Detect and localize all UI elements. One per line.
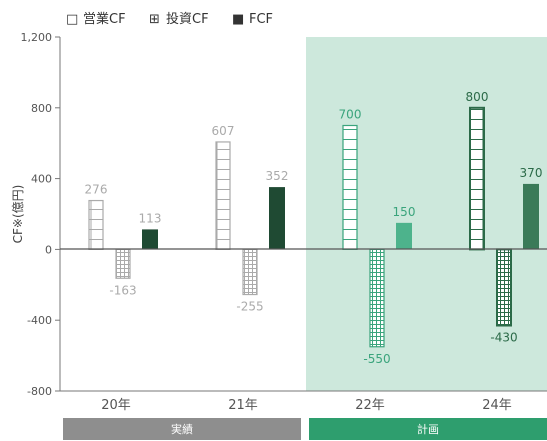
bar-投資CF-20年 bbox=[115, 248, 131, 279]
y-axis-ticks: 1,200 800 400 0 -400 -800 bbox=[21, 31, 60, 398]
bar-投資CF-22年 bbox=[369, 248, 385, 348]
chart-legend: □ 営業CF ⊞ 投資CF ■ FCF bbox=[66, 11, 273, 27]
value-label: 113 bbox=[139, 211, 162, 225]
period-band-label: 実績 bbox=[171, 422, 193, 436]
value-label: 150 bbox=[393, 205, 416, 219]
bar-FCF-22年 bbox=[396, 222, 412, 250]
bar-営業CF-21年 bbox=[215, 141, 231, 251]
value-label: 352 bbox=[266, 169, 289, 183]
value-label: 800 bbox=[466, 90, 489, 104]
legend-marker-icon: □ bbox=[66, 12, 78, 27]
value-labels-layer: 276 607 700 800 -163 -255 -550 -430 113 352 150 370 bbox=[85, 90, 543, 366]
bar-投資CF-24年 bbox=[496, 248, 512, 327]
y-tick-label: 400 bbox=[31, 173, 52, 186]
value-label: 700 bbox=[339, 108, 362, 122]
bar-FCF-21年 bbox=[269, 187, 285, 250]
value-label: 607 bbox=[212, 124, 235, 138]
x-category-label: 20年 bbox=[101, 398, 131, 413]
bar-営業CF-20年 bbox=[88, 199, 104, 251]
legend-label: FCF bbox=[249, 12, 273, 27]
period-band bbox=[63, 418, 301, 440]
y-tick-label: 0 bbox=[45, 243, 52, 256]
period-band-label: 計画 bbox=[417, 422, 439, 436]
bar-投資CF-21年 bbox=[242, 248, 258, 296]
y-tick-label: 1,200 bbox=[21, 31, 53, 44]
value-label: -430 bbox=[490, 331, 517, 345]
legend-label: 営業CF bbox=[83, 11, 126, 27]
legend-item: □ 営業CF bbox=[66, 11, 126, 27]
y-tick-label: -400 bbox=[27, 314, 52, 327]
legend-item: ■ FCF bbox=[232, 12, 273, 27]
x-axis-categories: 20年 21年 22年 24年 bbox=[101, 398, 512, 413]
period-band bbox=[309, 418, 547, 440]
x-category-label: 24年 bbox=[482, 398, 512, 413]
value-label: 276 bbox=[85, 183, 108, 197]
legend-item: ⊞ 投資CF bbox=[149, 11, 209, 27]
bar-FCF-20年 bbox=[142, 229, 158, 250]
y-axis-label: CF※(億円) bbox=[11, 185, 25, 244]
y-tick-label: -800 bbox=[27, 385, 52, 398]
legend-marker-icon: ■ bbox=[232, 12, 244, 27]
x-category-label: 22年 bbox=[355, 398, 385, 413]
period-bands: 実績 計画 bbox=[63, 418, 547, 440]
legend-marker-icon: ⊞ bbox=[149, 12, 160, 27]
bar-営業CF-24年 bbox=[469, 106, 485, 251]
value-label: -550 bbox=[363, 352, 390, 366]
y-tick-label: 800 bbox=[31, 102, 52, 115]
bar-FCF-24年 bbox=[523, 183, 539, 250]
value-label: 370 bbox=[520, 166, 543, 180]
x-category-label: 21年 bbox=[228, 398, 258, 413]
value-label: -163 bbox=[109, 283, 136, 297]
bar-営業CF-22年 bbox=[342, 124, 358, 251]
value-label: -255 bbox=[236, 300, 263, 314]
legend-label: 投資CF bbox=[166, 11, 209, 27]
